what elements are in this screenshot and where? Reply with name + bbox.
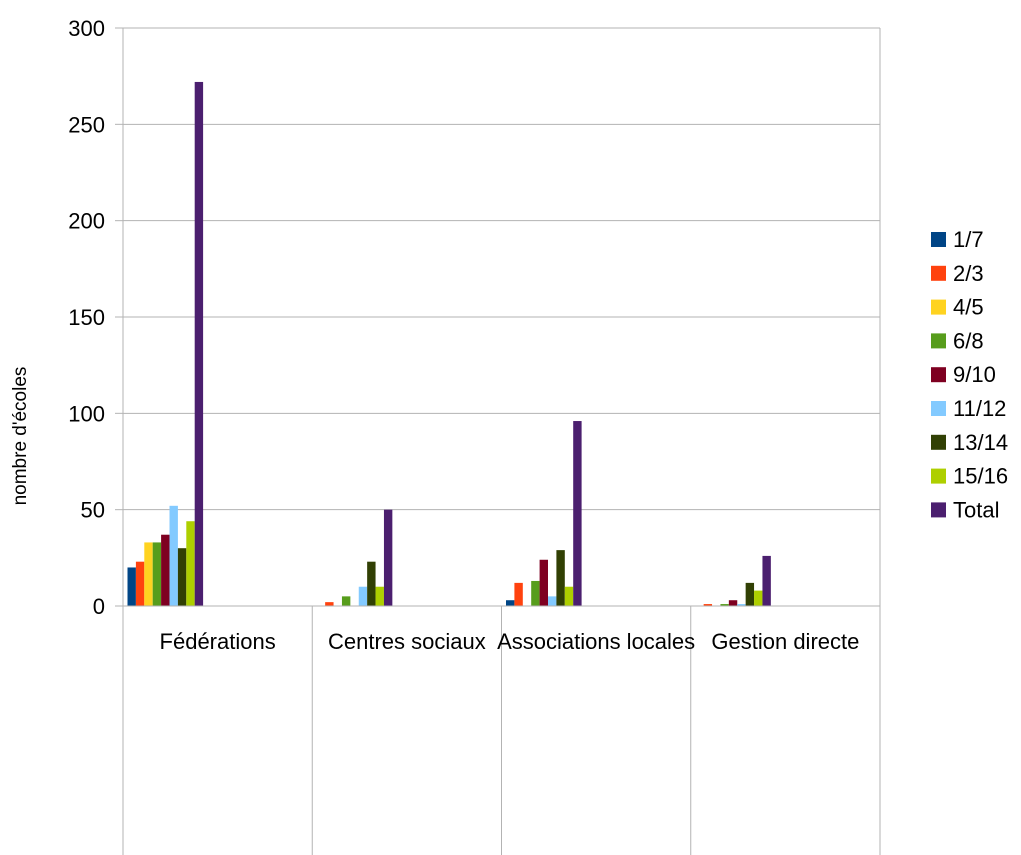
- legend-label: 15/16: [953, 464, 1008, 489]
- y-tick-label: 100: [68, 401, 105, 426]
- bar-9-10-4: [728, 600, 738, 606]
- category-label: Fédérations: [160, 629, 276, 654]
- legend-swatch: [931, 265, 946, 281]
- legend-label: 4/5: [953, 295, 984, 320]
- legend-label: Total: [953, 497, 999, 522]
- legend-swatch: [931, 333, 946, 349]
- category-label: Gestion directe: [711, 629, 859, 654]
- bar-total-4: [762, 555, 771, 606]
- legend-label: 2/3: [953, 261, 984, 286]
- grid-lines: [115, 27, 880, 607]
- bars: [127, 81, 771, 607]
- bar-15-16-3: [564, 586, 574, 606]
- legend-label: 9/10: [953, 362, 996, 387]
- legend: 1/7 2/3 4/5 6/8 9/10 11/12 13/14 15/16 Total: [931, 227, 1008, 522]
- y-tick-label: 200: [68, 209, 105, 234]
- bar-15-16-4: [754, 590, 763, 606]
- y-tick-label: 0: [93, 594, 105, 619]
- bar-11-12-3: [548, 596, 557, 606]
- y-tick-label: 300: [68, 16, 105, 41]
- category-label: Associations locales: [497, 629, 695, 654]
- bar-2-3-3: [514, 582, 523, 606]
- bar-11-12-1: [169, 505, 178, 606]
- bar-total-1: [194, 81, 204, 607]
- bar-2-3-4: [703, 604, 713, 606]
- bar-9-10-1: [161, 534, 170, 606]
- legend-label: 13/14: [953, 430, 1008, 455]
- y-axis-label: nombre d'écoles: [10, 367, 31, 506]
- legend-swatch: [931, 434, 946, 450]
- legend-swatch: [931, 502, 946, 518]
- bar-total-3: [573, 421, 582, 606]
- bar-11-12-2: [358, 586, 368, 606]
- bar-4-5-1: [144, 542, 153, 606]
- legend-label: 11/12: [953, 396, 1006, 421]
- legend-swatch: [931, 468, 946, 484]
- legend-swatch: [931, 299, 946, 315]
- legend-swatch: [931, 367, 946, 383]
- legend-swatch: [931, 401, 946, 416]
- y-tick-label: 150: [68, 305, 105, 330]
- x-axis-categories: Fédérations Centres sociaux Associations l…: [160, 629, 860, 654]
- bar-6-8-1: [152, 542, 162, 606]
- y-axis-ticks: 0 50 100 150 200 250 300: [68, 16, 105, 619]
- bar-total-2: [383, 509, 393, 606]
- bar-2-3-1: [135, 561, 145, 606]
- bar-6-8-3: [531, 580, 540, 606]
- bar-1-7-3: [506, 600, 515, 606]
- bar-13-14-2: [367, 561, 376, 606]
- bar-13-14-4: [745, 582, 755, 606]
- bar-2-3-2: [325, 602, 334, 606]
- legend-label: 1/7: [953, 227, 984, 252]
- bar-11-12-4: [737, 604, 746, 606]
- legend-label: 6/8: [953, 328, 984, 353]
- bar-6-8-4: [720, 604, 729, 606]
- bar-9-10-3: [539, 559, 548, 606]
- legend-swatch: [931, 232, 946, 247]
- category-label: Centres sociaux: [328, 629, 486, 654]
- bar-13-14-1: [177, 548, 187, 606]
- bar-13-14-3: [556, 550, 565, 606]
- axes: [122, 28, 881, 855]
- y-tick-label: 250: [68, 112, 105, 137]
- bar-1-7-1: [127, 567, 136, 606]
- bar-15-16-1: [186, 521, 195, 606]
- bar-15-16-2: [375, 586, 384, 606]
- bar-6-8-2: [341, 596, 351, 606]
- y-tick-label: 50: [81, 498, 105, 523]
